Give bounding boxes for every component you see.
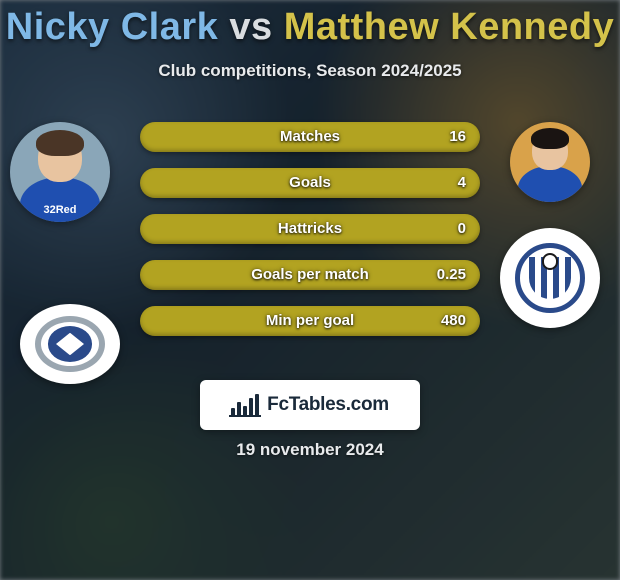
bar-label: Goals [140,168,480,198]
player2-avatar [510,122,590,202]
player1-club-crest [20,304,120,384]
bar-min-per-goal: Min per goal 480 [140,306,480,336]
player1-avatar: 32Red [10,122,110,222]
stat-bars: Matches 16 Goals 4 Hattricks 0 Goals per… [140,122,480,352]
bar-hattricks: Hattricks 0 [140,214,480,244]
bar-label: Matches [140,122,480,152]
bar-label: Hattricks [140,214,480,244]
subtitle: Club competitions, Season 2024/2025 [0,61,620,81]
bar-value: 0.25 [437,260,466,290]
bar-matches: Matches 16 [140,122,480,152]
page-title: Nicky Clark vs Matthew Kennedy [0,0,620,49]
crest-right-inner [515,243,585,313]
title-player1: Nicky Clark [6,6,219,48]
bar-goals-per-match: Goals per match 0.25 [140,260,480,290]
crest-left-inner [35,316,105,372]
title-player2: Matthew Kennedy [284,6,615,48]
fctables-logo: FcTables.com [200,380,420,430]
logo-text: FcTables.com [267,394,389,416]
bar-label: Goals per match [140,260,480,290]
bar-value: 16 [449,122,466,152]
bar-value: 480 [441,306,466,336]
date-text: 19 november 2024 [0,440,620,460]
player2-club-crest [500,228,600,328]
player1-shirt-text: 32Red [10,204,110,216]
title-vs: vs [229,6,272,48]
bar-value: 4 [458,168,466,198]
bar-goals: Goals 4 [140,168,480,198]
bar-value: 0 [458,214,466,244]
infographic: Nicky Clark vs Matthew Kennedy Club comp… [0,0,620,580]
bar-chart-icon [231,394,259,416]
bar-label: Min per goal [140,306,480,336]
